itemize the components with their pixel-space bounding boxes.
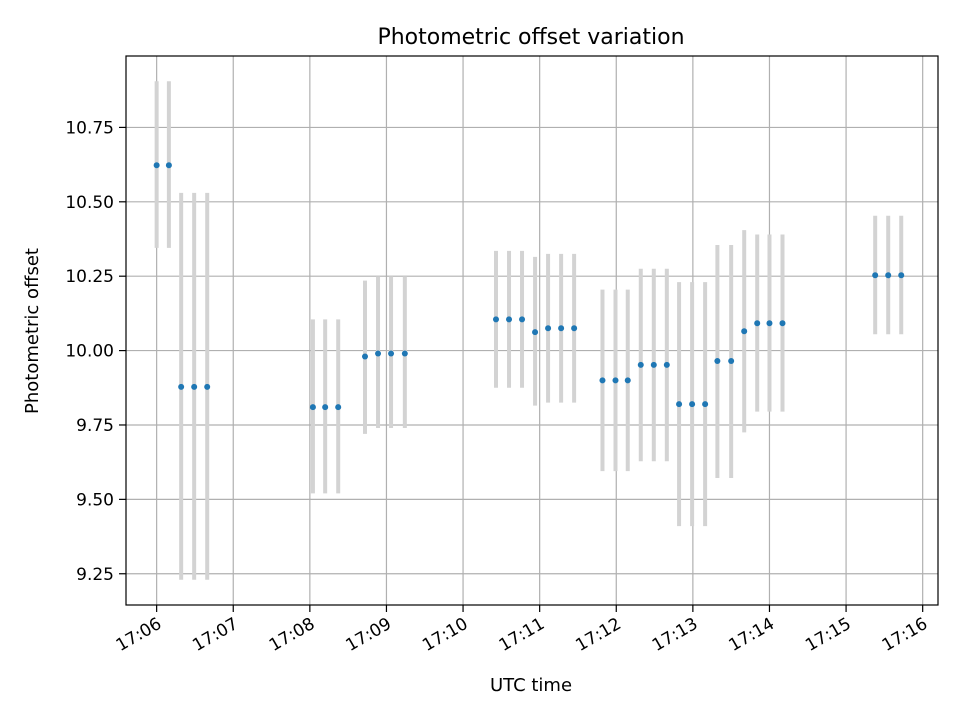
data-point xyxy=(191,383,198,390)
x-tick-label: 17:07 xyxy=(189,614,241,656)
plot-frame xyxy=(125,55,939,606)
y-tick-label: 10.50 xyxy=(65,193,114,213)
data-point xyxy=(335,404,342,411)
data-point xyxy=(872,272,879,279)
x-tick-label: 17:14 xyxy=(726,614,778,656)
x-axis-label: UTC time xyxy=(490,675,572,696)
data-point xyxy=(492,316,499,323)
data-point xyxy=(532,329,539,336)
grid xyxy=(126,56,938,605)
y-tick-label: 10.00 xyxy=(65,342,114,362)
x-tick-label: 17:15 xyxy=(802,614,854,656)
data-point xyxy=(624,377,631,384)
data-point xyxy=(637,361,644,368)
data-point xyxy=(322,404,329,411)
data-point xyxy=(898,272,905,279)
y-axis-label: Photometric offset xyxy=(22,248,43,414)
data-point xyxy=(558,325,565,332)
data-point xyxy=(663,361,670,368)
x-tick-label: 17:06 xyxy=(113,614,165,656)
data-points xyxy=(153,162,905,411)
data-point xyxy=(650,361,657,368)
data-point xyxy=(728,358,735,364)
x-tick-label: 17:09 xyxy=(343,614,395,656)
data-point xyxy=(519,316,526,323)
y-tick-label: 10.25 xyxy=(65,267,114,287)
data-point xyxy=(779,320,786,327)
data-point xyxy=(766,320,773,327)
error-bars xyxy=(154,81,904,580)
data-point xyxy=(165,162,172,169)
data-point xyxy=(599,377,606,384)
y-tick-label: 10.75 xyxy=(65,118,114,138)
data-point xyxy=(309,404,316,411)
x-axis-ticks: 17:06 17:07 17:08 17:09 17:10 17:11 17:12 17:13… xyxy=(113,605,931,656)
data-point xyxy=(612,377,619,384)
data-point xyxy=(153,162,160,169)
y-tick-label: 9.50 xyxy=(76,490,114,510)
x-tick-label: 17:10 xyxy=(419,614,471,656)
x-tick-label: 17:16 xyxy=(879,614,931,656)
x-tick-label: 17:13 xyxy=(649,614,701,656)
data-point xyxy=(506,316,513,323)
chart-title: Photometric offset variation xyxy=(377,25,684,50)
data-point xyxy=(571,325,578,332)
data-point xyxy=(702,401,709,408)
data-point xyxy=(545,325,552,332)
data-point xyxy=(178,383,185,390)
data-point xyxy=(689,401,696,408)
data-point xyxy=(204,383,211,390)
y-tick-label: 9.25 xyxy=(76,565,114,585)
y-axis-ticks: 9.25 9.50 9.75 10.00 10.25 10.50 10.75 xyxy=(65,118,126,585)
data-point xyxy=(754,320,761,327)
x-tick-label: 17:11 xyxy=(496,614,548,656)
data-point xyxy=(741,328,748,335)
data-point xyxy=(388,350,395,357)
data-point xyxy=(375,350,382,357)
data-point xyxy=(885,272,892,279)
data-point xyxy=(362,353,369,360)
y-tick-label: 9.75 xyxy=(76,416,114,436)
data-point xyxy=(401,350,408,357)
x-tick-label: 17:08 xyxy=(266,614,318,656)
x-tick-label: 17:12 xyxy=(572,614,624,656)
data-point xyxy=(714,358,721,364)
data-point xyxy=(676,401,683,408)
